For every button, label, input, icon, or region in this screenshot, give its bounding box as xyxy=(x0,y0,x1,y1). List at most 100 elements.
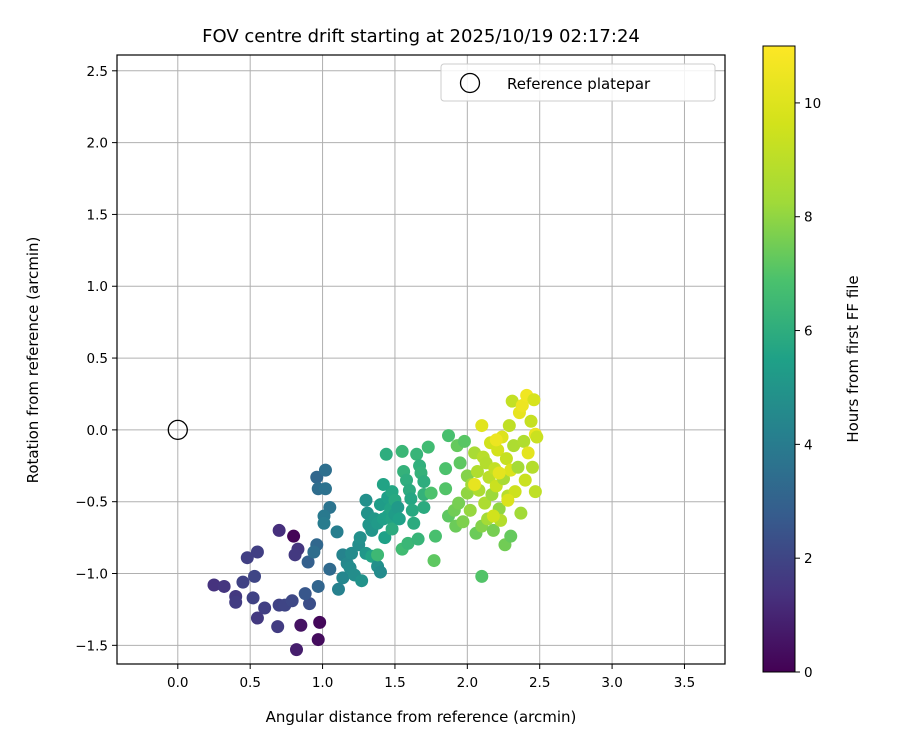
data-point xyxy=(463,503,477,517)
y-tick-label: 1.5 xyxy=(87,207,108,223)
data-point xyxy=(452,496,466,510)
data-point xyxy=(336,571,350,585)
data-point xyxy=(400,473,414,487)
data-point xyxy=(514,506,528,520)
reference-platepar-marker xyxy=(167,419,188,441)
data-point xyxy=(303,597,317,611)
x-tick-label: 2.5 xyxy=(529,675,550,691)
y-tick-label: −1.0 xyxy=(75,567,108,583)
data-point xyxy=(486,523,500,537)
data-point xyxy=(378,531,392,545)
x-tick-label: 0.5 xyxy=(239,675,260,691)
y-tick-label: 2.5 xyxy=(87,64,108,80)
chart-title: FOV centre drift starting at 2025/10/19 … xyxy=(202,26,640,47)
x-tick-label: 3.5 xyxy=(674,675,695,691)
data-point xyxy=(505,394,519,408)
data-point xyxy=(491,443,505,457)
data-point xyxy=(207,578,221,592)
colorbar-tick-label: 10 xyxy=(804,96,821,112)
colorbar-label: Hours from first FF file xyxy=(844,275,862,442)
data-point xyxy=(323,562,337,576)
colorbar-ticks: 0 2 4 6 8 10 xyxy=(795,96,821,681)
data-point xyxy=(499,452,513,466)
legend-box xyxy=(440,63,716,102)
colorbar-tick-label: 4 xyxy=(804,437,813,453)
data-point xyxy=(489,433,503,447)
y-tick-label: 1.0 xyxy=(87,279,108,295)
x-tick-label: 0.0 xyxy=(167,675,188,691)
data-point xyxy=(298,587,312,601)
data-point xyxy=(376,477,390,491)
data-point xyxy=(501,493,515,507)
data-point xyxy=(508,485,522,499)
data-point xyxy=(507,439,521,453)
grid xyxy=(117,55,725,664)
data-point xyxy=(439,482,453,496)
x-tick-label: 1.5 xyxy=(384,675,405,691)
data-point xyxy=(301,555,315,569)
data-point xyxy=(486,509,500,523)
data-point xyxy=(318,463,332,477)
y-tick-label: −0.5 xyxy=(75,495,108,511)
data-point xyxy=(272,523,286,537)
data-point xyxy=(217,579,231,593)
y-axis-label: Rotation from reference (arcmin) xyxy=(24,237,42,484)
data-point xyxy=(392,512,406,526)
y-tick-label: 0.5 xyxy=(87,351,108,367)
data-point xyxy=(518,473,532,487)
data-point xyxy=(313,615,327,629)
data-point xyxy=(229,595,243,609)
reference-marker xyxy=(167,419,188,441)
plot-frame xyxy=(116,54,726,665)
data-point xyxy=(424,486,438,500)
data-point xyxy=(457,434,471,448)
data-point xyxy=(453,456,467,470)
data-point xyxy=(417,475,431,489)
data-point xyxy=(524,414,538,428)
x-tick-label: 1.0 xyxy=(312,675,333,691)
colorbar-tick-label: 2 xyxy=(804,551,813,567)
data-point xyxy=(417,500,431,514)
data-point xyxy=(271,620,285,634)
data-point xyxy=(311,579,325,593)
data-point xyxy=(504,529,518,543)
data-point xyxy=(246,591,260,605)
data-point xyxy=(411,532,425,546)
data-point xyxy=(240,551,254,565)
data-point xyxy=(442,429,456,443)
data-point xyxy=(250,545,264,559)
data-point xyxy=(355,574,369,588)
data-point xyxy=(236,575,250,589)
data-point xyxy=(439,462,453,476)
data-point xyxy=(285,594,299,608)
data-point xyxy=(502,419,516,433)
legend-entry-reference-platepar: Reference platepar xyxy=(507,75,651,93)
data-point xyxy=(248,569,262,583)
data-point xyxy=(379,447,393,461)
data-point xyxy=(511,460,525,474)
x-axis-ticks: 0.0 0.5 1.0 1.5 2.0 2.5 3.0 3.5 xyxy=(167,664,695,691)
data-point xyxy=(353,531,367,545)
data-point xyxy=(427,554,441,568)
data-point xyxy=(521,446,535,460)
x-tick-label: 3.0 xyxy=(601,675,622,691)
data-point xyxy=(405,503,419,517)
data-point xyxy=(404,492,418,506)
data-point xyxy=(401,536,415,550)
data-point xyxy=(345,546,359,560)
data-point xyxy=(517,434,531,448)
data-point xyxy=(371,548,385,562)
data-point xyxy=(428,529,442,543)
data-point xyxy=(421,440,435,454)
data-point xyxy=(318,482,332,496)
data-point xyxy=(525,460,539,474)
data-point xyxy=(317,516,331,530)
data-point xyxy=(250,611,264,625)
legend-reference-marker-icon xyxy=(459,72,481,94)
data-point xyxy=(470,465,484,479)
x-tick-label: 2.0 xyxy=(457,675,478,691)
data-point xyxy=(391,500,405,514)
data-point xyxy=(287,529,301,543)
colorbar-tick-label: 6 xyxy=(804,324,813,340)
